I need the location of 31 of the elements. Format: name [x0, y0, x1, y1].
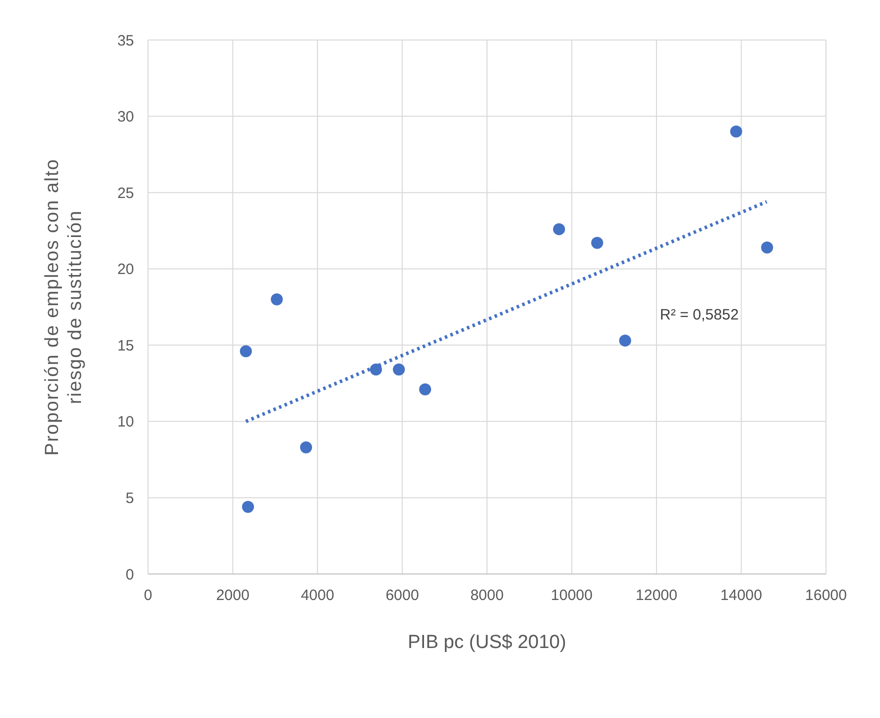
point	[730, 126, 742, 138]
y-axis-title: Proporción de empleos con alto riesgo de sustitución	[42, 158, 86, 456]
point	[619, 334, 632, 347]
y-tick-label: 25	[117, 184, 134, 202]
y-tick-label: 5	[126, 490, 134, 507]
x-tick-label: 10000	[550, 587, 593, 604]
point	[591, 236, 604, 249]
point	[242, 500, 254, 513]
y-tick-label: 20	[117, 261, 134, 278]
point	[553, 223, 566, 236]
y-tick-label: 0	[126, 566, 134, 584]
x-tick-label: 16000	[805, 587, 847, 604]
point	[392, 364, 405, 376]
y-tick-label: 15	[117, 337, 134, 354]
x-axis-title: PIB pc (US$ 2010)	[408, 632, 566, 653]
point	[300, 441, 312, 454]
y-tick-label: 10	[117, 414, 134, 431]
y-tick-label: 30	[117, 108, 134, 126]
y-tick-label: 35	[117, 32, 134, 50]
point	[761, 241, 774, 254]
x-tick-label: 0	[144, 587, 152, 604]
annotation: R² = 0,5852	[660, 306, 739, 324]
x-tick-label: 8000	[470, 587, 504, 604]
point	[240, 345, 252, 358]
x-tick-label: 4000	[300, 587, 334, 604]
point	[270, 293, 283, 306]
x-tick-label: 12000	[636, 587, 678, 604]
x-tick-label: 14000	[720, 587, 762, 604]
x-tick-label: 2000	[216, 587, 250, 604]
x-tick-label: 6000	[386, 587, 419, 604]
point	[419, 383, 432, 396]
